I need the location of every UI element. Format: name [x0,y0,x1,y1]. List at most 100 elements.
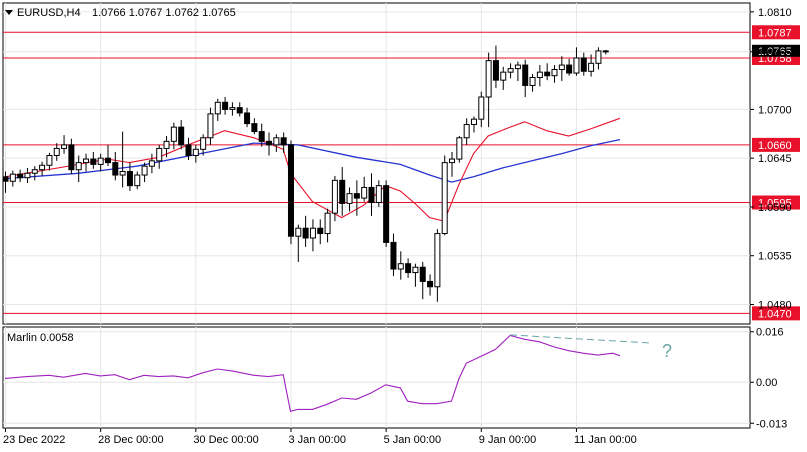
oscillator-panel: 0.016 0.00 -0.013 Marlin 0.0058? [3,327,787,430]
y-tick-label: 1.0810 [758,7,792,19]
bullish-candle [595,50,602,64]
bullish-candle [412,266,419,274]
price-panel-frame [2,2,751,325]
bullish-candle [478,96,485,120]
level-price-tag [752,306,800,321]
level-price-tag [752,137,800,152]
bullish-candle [507,68,514,73]
bullish-candle [485,60,492,98]
bullish-candle [441,162,448,235]
bullish-candle [148,160,155,167]
bullish-candle [434,233,441,288]
bearish-candle [104,157,111,164]
bearish-candle [353,193,360,199]
bullish-candle [551,69,558,77]
bearish-candle [302,227,309,239]
bearish-candle [317,227,324,235]
bullish-candle [514,64,521,70]
bullish-candle [46,155,53,166]
bullish-candle [229,107,236,110]
bullish-candle [170,126,177,142]
bullish-candle [97,157,104,165]
bullish-candle [463,123,470,139]
oscillator-line [4,334,621,412]
bearish-candle [427,280,434,288]
time-axis-labels: 23 Dec 2022 28 Dec 00:00 30 Dec 00:00 3 Jan… [3,428,637,446]
bearish-candle [492,60,499,81]
bearish-candle [251,123,258,133]
bullish-candle [295,227,302,237]
ohlc-values: 1.0766 1.0767 1.0762 1.0765 [92,7,236,19]
y-tick-label: 1.0535 [758,251,792,263]
bearish-candle [222,101,229,110]
bearish-candle [287,144,294,237]
y-tick-label: 1.0700 [758,104,792,116]
fast-moving-average-line [4,117,621,222]
y-tick-label: 1.0590 [758,202,792,214]
candles [2,45,609,302]
bullish-candle [470,118,477,125]
bullish-candle [53,147,60,157]
bearish-candle [390,241,397,270]
bullish-candle [449,158,456,164]
bearish-candle [383,185,390,243]
bullish-candle [361,186,368,199]
x-tick-label: 11 Jan 00:00 [574,434,637,446]
x-tick-label: 5 Jan 00:00 [384,434,442,446]
price-axis-labels: 1.0810 1.0765 1.0700 1.0645 1.0590 1.0535 1.04… [750,7,792,311]
bearish-candle [17,173,24,179]
bullish-candle [331,179,338,214]
oscillator-tick-label: 0.00 [756,377,777,389]
bullish-candle [397,263,404,270]
bullish-candle [119,170,126,176]
y-tick-label: 1.0480 [758,299,792,311]
bullish-candle [456,137,463,160]
bearish-candle [2,176,9,182]
bearish-candle [280,137,287,146]
oscillator-tick-label: -0.013 [756,418,787,430]
bullish-candle [588,62,595,72]
level-price-label: 1.0660 [758,140,792,152]
bearish-candle [185,144,192,157]
level-price-label: 1.0470 [758,308,792,320]
oscillator-label: Marlin 0.0058 [7,332,74,344]
level-price-tag [752,25,800,40]
bearish-candle [90,158,97,165]
bearish-candle [339,179,346,204]
bullish-candle [75,162,82,171]
x-tick-label: 28 Dec 00:00 [98,434,163,446]
level-price-tag [752,195,800,210]
oscillator-tick-label: 0.016 [756,327,784,339]
bullish-candle [573,57,580,74]
bearish-candle [236,107,243,114]
bearish-candle [126,170,133,187]
bullish-candle [200,137,207,150]
bullish-candle [324,212,331,235]
bearish-candle [178,126,185,146]
bullish-candle [207,113,214,139]
bullish-candle [24,172,31,179]
bearish-candle [266,140,273,146]
divergence-trendline [510,334,650,344]
bullish-candle [61,144,68,149]
bearish-candle [368,186,375,204]
x-tick-label: 23 Dec 2022 [3,434,65,446]
chart-header: EURUSD,H4 1.0766 1.0767 1.0762 1.0765 [5,7,236,19]
symbol-timeframe: EURUSD,H4 [17,7,81,19]
moving-averages [4,117,621,222]
level-price-label: 1.0595 [758,198,792,210]
bearish-candle [419,266,426,282]
bullish-candle [192,148,199,157]
collapse-triangle-icon[interactable] [5,10,13,15]
bullish-candle [529,76,536,86]
bullish-candle [346,193,353,204]
slow-moving-average-line [4,138,621,183]
x-tick-label: 30 Dec 00:00 [193,434,258,446]
level-price-label: 1.0787 [758,27,792,39]
bearish-candle [580,57,587,72]
bullish-candle [500,71,507,81]
bullish-candle [31,169,38,174]
bearish-candle [68,144,75,171]
y-tick-label: 1.0765 [758,47,792,59]
